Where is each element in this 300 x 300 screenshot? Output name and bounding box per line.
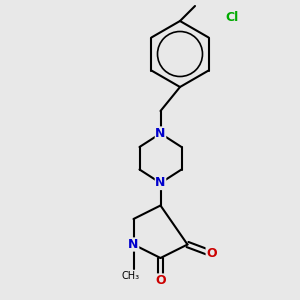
Text: O: O [155,274,166,287]
Text: CH₃: CH₃ [122,271,140,281]
Text: O: O [206,247,217,260]
Text: N: N [155,127,166,140]
Text: N: N [128,238,139,251]
Text: Cl: Cl [226,11,239,24]
Text: N: N [155,176,166,190]
